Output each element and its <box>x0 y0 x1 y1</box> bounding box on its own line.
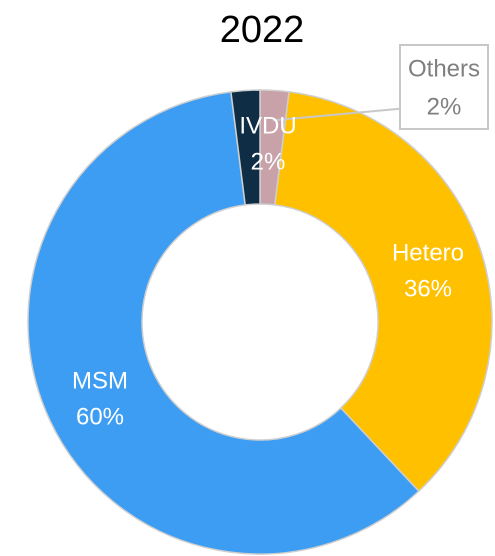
data-label-name: MSM <box>72 367 128 394</box>
donut-segment <box>230 89 261 206</box>
donut-segment <box>273 90 493 493</box>
data-label-value: 60% <box>76 403 124 430</box>
leader-line <box>272 107 409 122</box>
data-label-value: 2% <box>251 148 286 175</box>
data-label-name: Hetero <box>392 239 464 266</box>
donut-segment <box>27 90 420 555</box>
data-label-value: 36% <box>404 275 452 302</box>
callout-box <box>399 44 489 130</box>
data-label-value: 2% <box>427 93 462 120</box>
data-label-name: Others <box>408 55 480 82</box>
chart-title: 2022 <box>220 9 305 51</box>
data-label-name: IVDU <box>239 112 296 139</box>
